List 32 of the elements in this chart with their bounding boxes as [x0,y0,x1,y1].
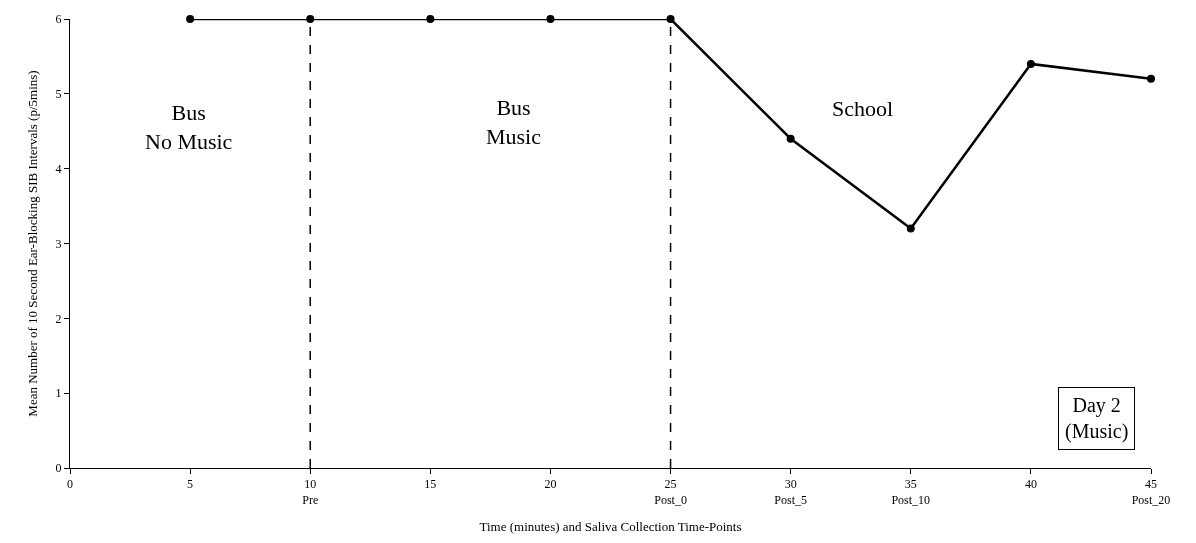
annotation: Bus Music [486,95,542,149]
y-tick-label: 0 [55,461,62,476]
x-tick-label: 35 Post_10 [891,477,931,507]
point [546,15,555,23]
point [906,224,915,233]
x-tick-label: 40 [1024,477,1037,492]
point [666,15,675,23]
y-tick-label: 4 [55,161,62,176]
x-tick-label: 25 Post_0 [654,477,687,507]
y-tick-label: 5 [55,87,62,102]
y-tick-label: 1 [55,386,62,401]
point [306,15,315,23]
x-tick-label: 15 [424,477,437,492]
annotation: Day 2 (Music) [1065,394,1129,443]
x-tick-label: 5 [187,477,194,492]
point [786,134,795,143]
point [1147,74,1155,83]
point [426,15,435,23]
point [186,15,195,23]
y-tick-label: 6 [55,12,62,27]
x-axis-title: Time (minutes) and Saliva Collection Time-Points [479,518,742,534]
x-tick-label: 10 Pre [302,477,319,507]
x-tick-label: 45 Post_20 [1131,477,1171,507]
point [1026,59,1035,68]
annotation: Bus No Music [145,100,233,154]
x-tick-label: 0 [67,477,73,492]
y-tick-label: 2 [55,311,62,326]
x-tick-label: 30 Post_5 [774,477,808,507]
y-axis-title: Mean Number of 10 Second Ear-Blocking SIB Intervals (p/5mins) [24,70,40,417]
x-tick-label: 20 [544,477,557,492]
annotation: School [832,96,894,121]
y-tick-label: 3 [55,236,62,251]
